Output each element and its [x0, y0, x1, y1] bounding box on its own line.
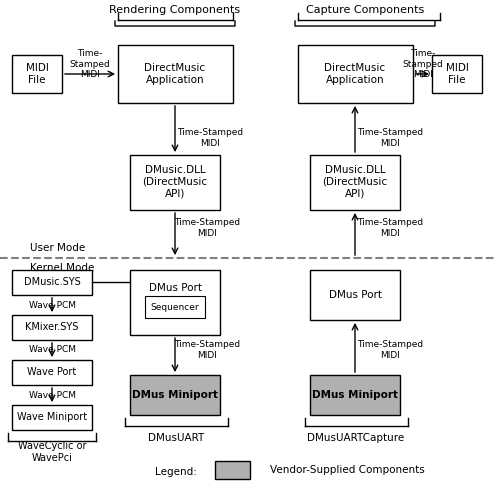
Text: KMixer.SYS: KMixer.SYS [25, 322, 79, 332]
Text: DMus Miniport: DMus Miniport [132, 390, 218, 400]
Text: Wave PCM: Wave PCM [29, 300, 76, 309]
Text: DMus Port: DMus Port [329, 290, 381, 300]
Text: Time-Stamped
MIDI: Time-Stamped MIDI [177, 128, 243, 148]
Text: Sequencer: Sequencer [151, 302, 199, 311]
Text: Vendor-Supplied Components: Vendor-Supplied Components [270, 465, 425, 475]
Text: WaveCyclic or
WavePci: WaveCyclic or WavePci [18, 441, 86, 463]
FancyBboxPatch shape [12, 360, 92, 385]
Text: DMusic.SYS: DMusic.SYS [24, 277, 81, 287]
FancyBboxPatch shape [118, 45, 233, 103]
Text: Time-Stamped
MIDI: Time-Stamped MIDI [357, 340, 423, 360]
Text: Kernel Mode: Kernel Mode [30, 263, 94, 273]
FancyBboxPatch shape [310, 375, 400, 415]
Text: DirectMusic
Application: DirectMusic Application [325, 63, 385, 85]
Text: DirectMusic
Application: DirectMusic Application [144, 63, 206, 85]
FancyBboxPatch shape [310, 155, 400, 210]
Text: MIDI
File: MIDI File [446, 63, 468, 85]
Text: Time-Stamped
MIDI: Time-Stamped MIDI [357, 218, 423, 238]
Text: DMusUART: DMusUART [148, 433, 204, 443]
Text: Time-Stamped
MIDI: Time-Stamped MIDI [357, 128, 423, 148]
Text: Time-
Stamped
MIDI: Time- Stamped MIDI [403, 49, 444, 79]
Text: DMusUARTCapture: DMusUARTCapture [307, 433, 405, 443]
Text: User Mode: User Mode [30, 243, 85, 253]
Text: DMus Miniport: DMus Miniport [312, 390, 398, 400]
FancyBboxPatch shape [12, 405, 92, 430]
Text: DMus Port: DMus Port [149, 283, 202, 293]
FancyBboxPatch shape [298, 45, 413, 103]
FancyBboxPatch shape [130, 155, 220, 210]
Text: Wave Miniport: Wave Miniport [17, 412, 87, 422]
Text: Time-Stamped
MIDI: Time-Stamped MIDI [174, 340, 240, 360]
Text: Time-Stamped
MIDI: Time-Stamped MIDI [174, 218, 240, 238]
FancyBboxPatch shape [12, 315, 92, 340]
FancyBboxPatch shape [12, 55, 62, 93]
FancyBboxPatch shape [130, 270, 220, 335]
Text: Legend:: Legend: [155, 467, 197, 477]
FancyBboxPatch shape [310, 270, 400, 320]
FancyBboxPatch shape [12, 270, 92, 295]
FancyBboxPatch shape [145, 296, 205, 318]
Text: DMusic.DLL
(DirectMusic
API): DMusic.DLL (DirectMusic API) [323, 165, 388, 198]
Text: Wave PCM: Wave PCM [29, 346, 76, 355]
Text: Wave Port: Wave Port [27, 367, 77, 377]
Text: Rendering Components: Rendering Components [110, 5, 241, 15]
FancyBboxPatch shape [215, 461, 250, 479]
FancyBboxPatch shape [130, 375, 220, 415]
Text: Capture Components: Capture Components [306, 5, 424, 15]
Text: Time-
Stamped
MIDI: Time- Stamped MIDI [70, 49, 110, 79]
FancyBboxPatch shape [432, 55, 482, 93]
Text: Wave PCM: Wave PCM [29, 390, 76, 400]
Text: MIDI
File: MIDI File [26, 63, 48, 85]
Text: DMusic.DLL
(DirectMusic
API): DMusic.DLL (DirectMusic API) [142, 165, 207, 198]
